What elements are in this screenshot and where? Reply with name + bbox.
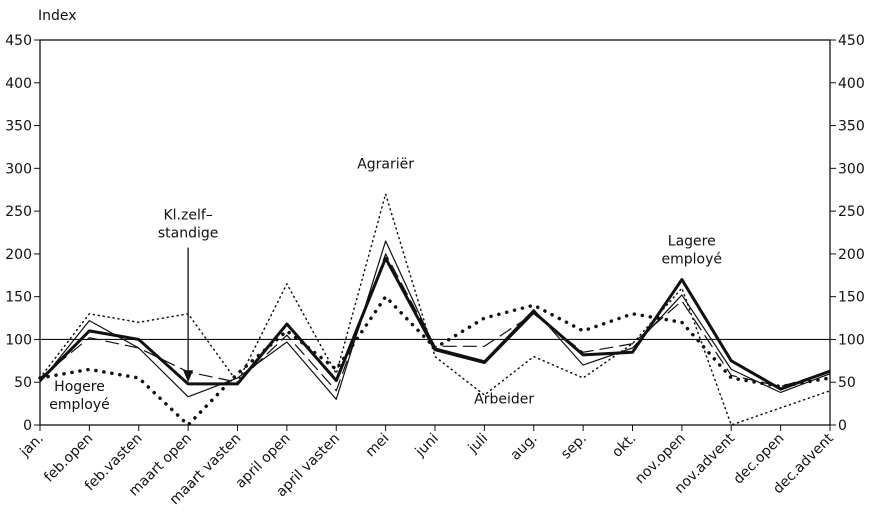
y-axis-label: Index	[38, 8, 77, 24]
y2-tick-label: 0	[838, 418, 847, 434]
y-tick-label: 50	[14, 375, 32, 391]
y2-tick-label: 100	[838, 332, 865, 348]
annotation: Lagere	[668, 233, 716, 249]
y-tick-label: 450	[5, 33, 32, 49]
x-tick-label: aug.	[507, 431, 540, 464]
y2-tick-label: 450	[838, 33, 865, 49]
series-line	[39, 253, 831, 392]
y-tick-label: 250	[5, 204, 32, 220]
x-tick-label: okt.	[609, 431, 639, 461]
y-tick-label: 100	[5, 332, 32, 348]
y-tick-label: 400	[5, 76, 32, 92]
y-tick-label: 200	[5, 247, 32, 263]
y2-tick-label: 400	[838, 76, 865, 92]
y-tick-label: 300	[5, 161, 32, 177]
y-tick-label: 350	[5, 119, 32, 135]
x-tick-label: mei	[363, 431, 393, 461]
x-tick-label: juli	[465, 431, 492, 458]
annotation: employé	[49, 397, 110, 413]
series-line	[39, 193, 831, 426]
annotation: Agrariër	[357, 156, 414, 172]
y2-tick-label: 350	[838, 119, 865, 135]
annotation: standige	[158, 226, 219, 242]
series-line	[38, 294, 832, 427]
series-line	[39, 240, 831, 400]
x-tick-label: sep.	[558, 431, 590, 463]
annotation: employé	[662, 251, 723, 267]
arrow-head	[183, 370, 194, 383]
y-tick-label: 150	[5, 290, 32, 306]
series-line	[38, 256, 831, 391]
y-tick-label: 0	[23, 418, 32, 434]
x-tick-label: jan.	[17, 431, 47, 461]
y2-tick-label: 150	[838, 290, 865, 306]
annotation: Hogere	[54, 379, 105, 395]
annotation: Arbeider	[474, 392, 534, 408]
y2-tick-label: 200	[838, 247, 865, 263]
y2-tick-label: 250	[838, 204, 865, 220]
y2-tick-label: 300	[838, 161, 865, 177]
annotation: Kl.zelf–	[163, 208, 212, 224]
x-tick-label: juni	[412, 431, 442, 461]
y2-tick-label: 50	[838, 375, 856, 391]
